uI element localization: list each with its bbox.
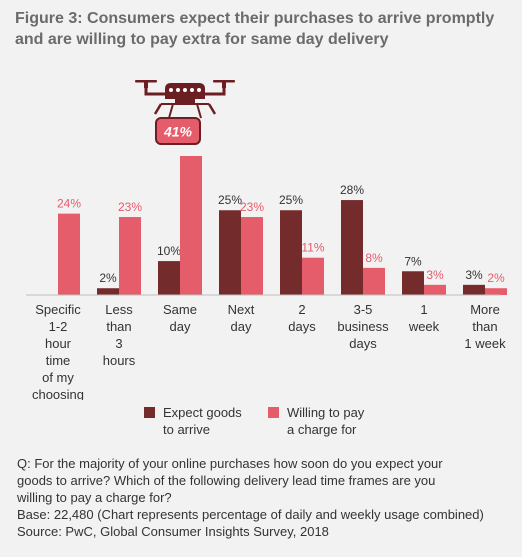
bar-willing-4: [302, 257, 324, 295]
bar-expect-7: [463, 284, 485, 295]
data-label-willing-3: 23%: [240, 200, 264, 214]
x-tick-label-5: 3-5 business days: [337, 302, 389, 351]
highlight-value-label: 41%: [163, 124, 193, 140]
bar-expect-2: [158, 261, 180, 295]
bar-expect-4: [280, 210, 302, 295]
bar-willing-0: [58, 213, 80, 295]
data-label-expect-6: 7%: [404, 254, 422, 268]
x-axis-labels: Specific 1-2 hour time of my choosing Less than…: [32, 302, 506, 400]
data-label-expect-2: 10%: [157, 244, 181, 258]
chart-title-line-2: and are willing to pay extra for same da…: [15, 31, 389, 48]
x-tick-label-3: Next day: [228, 302, 255, 334]
legend-label-willing: Willing to pay a charge for: [287, 405, 365, 437]
bar-willing-5: [363, 267, 385, 295]
data-label-willing-1: 23%: [118, 200, 142, 214]
bar-willing-1: [119, 217, 141, 295]
x-tick-label-6: 1 week: [408, 302, 440, 334]
data-label-willing-5: 8%: [365, 251, 383, 265]
question-line-2: goods to arrive? Which of the following …: [17, 473, 436, 488]
bar-chart: 24%2%23%10%25%23% 25%11%28%8% 7%3% 3% 2% Spe…: [26, 80, 507, 400]
data-label-expect-7: 3%: [465, 268, 483, 282]
chart-footer: Q: For the majority of your online purch…: [17, 455, 512, 540]
source-note: Source: PwC, Global Consumer Insights Su…: [17, 524, 329, 539]
chart-title-line-1: Figure 3: Consumers expect their purchas…: [15, 10, 495, 27]
x-tick-label-7: More than 1 week: [464, 302, 506, 351]
data-label-expect-3: 25%: [218, 193, 242, 207]
bars-group: 24%2%23%10%25%23% 25%11%28%8% 7%3% 3% 2%: [57, 156, 507, 295]
bar-willing-7: [485, 288, 507, 295]
x-tick-label-2: Same day: [163, 302, 197, 334]
x-tick-label-4: 2 days: [288, 302, 316, 334]
data-label-expect-1: 2%: [99, 271, 117, 285]
data-label-expect-5: 28%: [340, 183, 364, 197]
bar-willing-6: [424, 284, 446, 295]
bar-expect-6: [402, 271, 424, 295]
legend-swatch-expect: [144, 407, 155, 418]
chart-title: Figure 3: Consumers expect their purchas…: [15, 8, 510, 50]
x-tick-label-0: Specific 1-2 hour time of my choosing: [32, 302, 84, 400]
x-tick-label-1: Less than 3 hours: [103, 302, 136, 368]
bar-willing-3: [241, 217, 263, 295]
highlight-badge: 41%: [155, 117, 201, 145]
bar-expect-5: [341, 200, 363, 295]
data-label-willing-4: 11%: [301, 241, 324, 255]
question-line-3: willing to pay a charge for?: [17, 490, 172, 505]
question-line-1: Q: For the majority of your online purch…: [17, 456, 443, 471]
data-label-willing-7: 2%: [487, 271, 505, 285]
bar-willing-2: [180, 156, 202, 295]
drone-icon: [135, 80, 235, 119]
data-label-willing-0: 24%: [57, 197, 81, 211]
data-label-willing-6: 3%: [426, 268, 444, 282]
base-note: Base: 22,480 (Chart represents percentag…: [17, 507, 484, 522]
data-label-expect-4: 25%: [279, 193, 303, 207]
legend-label-expect: Expect goods to arrive: [163, 405, 242, 437]
bar-expect-1: [97, 288, 119, 295]
bar-expect-3: [219, 210, 241, 295]
legend-swatch-willing: [268, 407, 279, 418]
